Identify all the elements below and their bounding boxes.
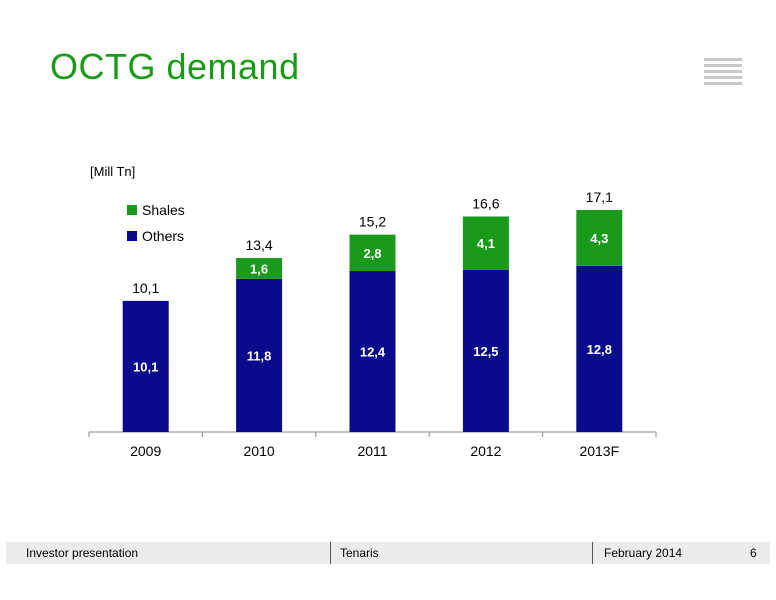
footer-left: Investor presentation bbox=[26, 546, 139, 560]
x-tick-label: 2009 bbox=[130, 443, 161, 459]
bar-others bbox=[576, 265, 623, 432]
total-label: 17,1 bbox=[586, 189, 613, 205]
footer-divider bbox=[330, 542, 331, 564]
bar-others bbox=[349, 271, 396, 432]
data-label-shales: 2,8 bbox=[363, 246, 381, 261]
x-tick-label: 2012 bbox=[470, 443, 501, 459]
data-label-others: 12,4 bbox=[360, 345, 386, 360]
data-label-others: 12,8 bbox=[587, 342, 612, 357]
total-label: 15,2 bbox=[359, 214, 386, 230]
x-tick-label: 2011 bbox=[357, 443, 387, 459]
total-label: 16,6 bbox=[472, 195, 499, 211]
legend-swatch bbox=[127, 205, 137, 215]
x-tick-label: 2010 bbox=[244, 443, 275, 459]
data-label-others: 12,5 bbox=[473, 344, 498, 359]
data-label-shales: 1,6 bbox=[250, 261, 268, 276]
logo-icon bbox=[704, 58, 742, 90]
bar-shales bbox=[462, 216, 509, 270]
data-label-shales: 4,1 bbox=[477, 236, 495, 251]
footer-company: Tenaris bbox=[340, 546, 379, 560]
bar-others bbox=[122, 300, 169, 432]
data-label-others: 11,8 bbox=[247, 348, 272, 363]
unit-label: [Mill Tn] bbox=[90, 164, 135, 179]
data-label-others: 10,1 bbox=[133, 359, 158, 374]
page-number: 6 bbox=[750, 546, 757, 560]
total-label: 13,4 bbox=[245, 237, 272, 253]
legend-label: Others bbox=[142, 228, 184, 244]
footer-divider bbox=[592, 542, 593, 564]
data-label-shales: 4,3 bbox=[590, 231, 608, 246]
legend-label: Shales bbox=[142, 202, 185, 218]
bar-shales bbox=[349, 234, 396, 272]
footer-bar: Investor presentation Tenaris February 2… bbox=[6, 542, 770, 564]
bar-shales bbox=[236, 258, 283, 279]
bar-others bbox=[236, 278, 283, 432]
stacked-bar-chart: [Mill Tn] 10,1 10,1 2009 11,8 1,6 13,4 2010 12,… bbox=[88, 164, 657, 459]
legend-swatch bbox=[127, 231, 137, 241]
bar-shales bbox=[576, 210, 623, 266]
page-title: OCTG demand bbox=[50, 46, 300, 87]
x-tick-label: 2013F bbox=[579, 443, 619, 459]
footer-date: February 2014 bbox=[604, 546, 683, 560]
total-label: 10,1 bbox=[132, 280, 159, 296]
bar-others bbox=[462, 269, 509, 432]
